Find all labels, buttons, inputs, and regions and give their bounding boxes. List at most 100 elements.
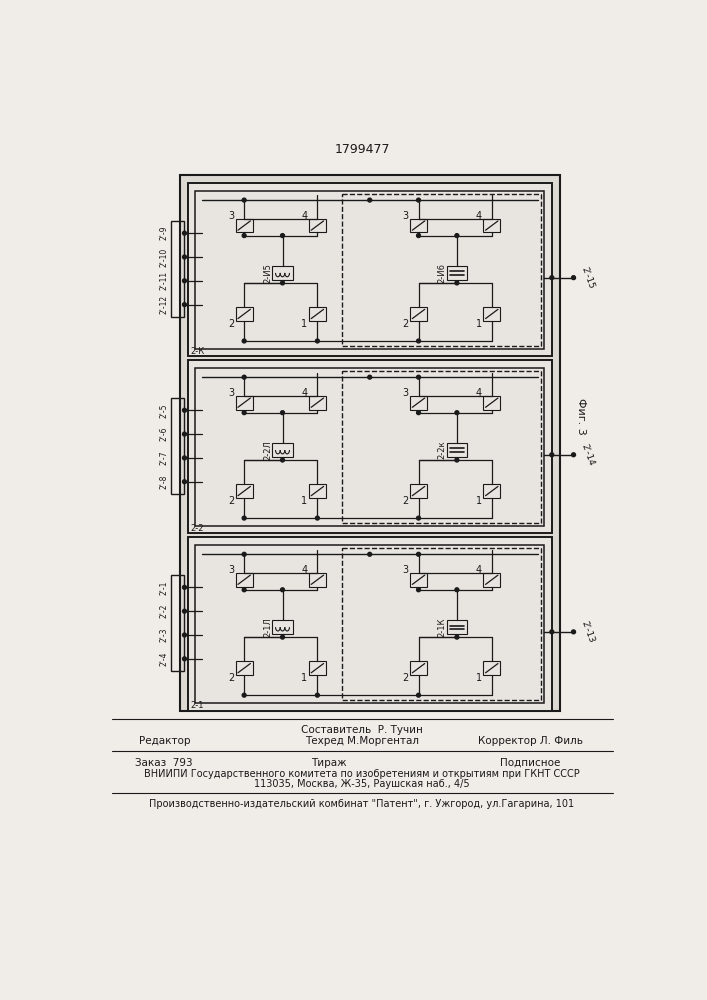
Text: 2'-9: 2'-9 xyxy=(159,226,168,240)
Text: 4: 4 xyxy=(476,565,481,575)
Bar xyxy=(410,661,427,675)
Text: 2: 2 xyxy=(402,673,409,683)
Text: 2'-3: 2'-3 xyxy=(159,628,168,642)
Text: 2: 2 xyxy=(228,496,234,506)
Circle shape xyxy=(416,234,421,238)
Bar xyxy=(170,398,185,494)
Bar xyxy=(309,219,326,232)
Text: 2-2: 2-2 xyxy=(191,524,204,533)
Circle shape xyxy=(182,609,187,613)
Circle shape xyxy=(182,408,187,412)
Text: 2'-6: 2'-6 xyxy=(159,427,168,441)
Text: 2-1К: 2-1К xyxy=(438,617,447,637)
Circle shape xyxy=(455,411,459,415)
Circle shape xyxy=(243,693,246,697)
Text: 1799477: 1799477 xyxy=(334,143,390,156)
Circle shape xyxy=(416,411,421,415)
Text: 1: 1 xyxy=(301,673,308,683)
Text: 4: 4 xyxy=(476,388,481,398)
Text: 3: 3 xyxy=(402,388,409,398)
Circle shape xyxy=(550,453,554,457)
Text: Тираж: Тираж xyxy=(311,758,346,768)
Bar xyxy=(187,360,552,533)
Bar xyxy=(341,194,541,346)
Bar xyxy=(484,573,501,587)
Bar xyxy=(410,484,427,498)
Circle shape xyxy=(315,693,320,697)
Circle shape xyxy=(243,198,246,202)
Circle shape xyxy=(368,198,372,202)
Bar xyxy=(484,484,501,498)
Circle shape xyxy=(368,552,372,556)
Circle shape xyxy=(243,588,246,592)
Circle shape xyxy=(182,279,187,283)
Text: 2: 2 xyxy=(228,673,234,683)
Bar xyxy=(309,307,326,321)
Text: 2'-2: 2'-2 xyxy=(159,604,168,618)
Circle shape xyxy=(182,255,187,259)
Text: Производственно-издательский комбинат "Патент", г. Ужгород, ул.Гагарина, 101: Производственно-издательский комбинат "П… xyxy=(149,799,575,809)
Bar xyxy=(447,620,467,634)
Bar xyxy=(341,371,541,523)
Text: Заказ  793: Заказ 793 xyxy=(135,758,192,768)
Bar xyxy=(235,484,252,498)
Bar xyxy=(410,396,427,410)
Circle shape xyxy=(182,231,187,235)
Bar xyxy=(272,620,293,634)
Circle shape xyxy=(368,375,372,379)
Circle shape xyxy=(182,480,187,484)
Text: 3: 3 xyxy=(228,565,234,575)
Bar xyxy=(272,443,293,457)
Bar xyxy=(447,443,467,457)
Text: 2-1: 2-1 xyxy=(191,701,204,710)
Circle shape xyxy=(243,552,246,556)
Text: 2: 2 xyxy=(228,319,234,329)
Circle shape xyxy=(182,432,187,436)
Bar xyxy=(410,307,427,321)
Text: 1: 1 xyxy=(476,496,481,506)
Text: 2'-11: 2'-11 xyxy=(159,271,168,290)
Circle shape xyxy=(550,276,554,280)
Bar xyxy=(484,661,501,675)
Bar xyxy=(180,175,559,711)
Text: 2'-15: 2'-15 xyxy=(580,265,596,290)
Circle shape xyxy=(182,633,187,637)
Bar xyxy=(484,396,501,410)
Text: 2'-1: 2'-1 xyxy=(159,580,168,595)
Bar xyxy=(195,368,544,526)
Circle shape xyxy=(416,375,421,379)
Bar xyxy=(187,183,552,356)
Text: 4: 4 xyxy=(301,388,308,398)
Bar xyxy=(235,219,252,232)
Text: 2-К: 2-К xyxy=(191,347,205,356)
Circle shape xyxy=(281,411,284,415)
Text: 2-1Л: 2-1Л xyxy=(264,617,272,637)
Circle shape xyxy=(416,198,421,202)
Text: Фиг. 3: Фиг. 3 xyxy=(576,398,586,435)
Circle shape xyxy=(182,303,187,307)
Text: 2-И5: 2-И5 xyxy=(264,263,272,283)
Bar xyxy=(309,484,326,498)
Text: Корректор Л. Филь: Корректор Л. Филь xyxy=(478,736,583,746)
Bar xyxy=(170,221,185,317)
Circle shape xyxy=(281,635,284,639)
Text: 2'-4: 2'-4 xyxy=(159,652,168,666)
Bar xyxy=(447,266,467,280)
Text: 3: 3 xyxy=(402,565,409,575)
Text: 1: 1 xyxy=(301,319,308,329)
Circle shape xyxy=(416,339,421,343)
Bar xyxy=(195,545,544,703)
Text: 2'-14: 2'-14 xyxy=(580,443,596,467)
Circle shape xyxy=(182,657,187,661)
Circle shape xyxy=(455,588,459,592)
Bar xyxy=(309,396,326,410)
Text: 2: 2 xyxy=(402,319,409,329)
Text: 3: 3 xyxy=(402,211,409,221)
Bar xyxy=(484,219,501,232)
Text: Составитель  Р. Тучин: Составитель Р. Тучин xyxy=(301,725,423,735)
Bar xyxy=(484,307,501,321)
Text: Подписное: Подписное xyxy=(500,758,561,768)
Bar xyxy=(309,661,326,675)
Text: 4: 4 xyxy=(301,211,308,221)
Circle shape xyxy=(455,635,459,639)
